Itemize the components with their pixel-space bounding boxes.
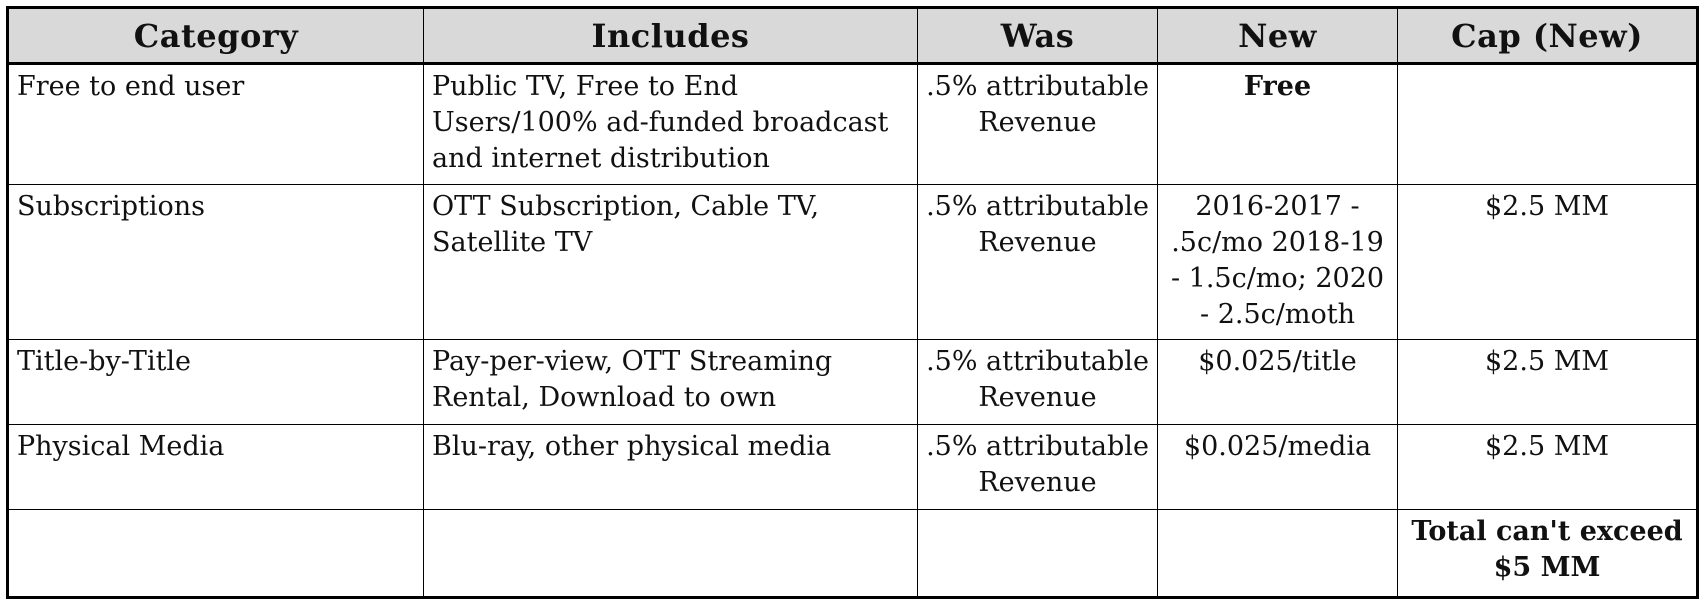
header-new: New (1157, 7, 1398, 65)
table-row: Title-by-Title Pay-per-view, OTT Streami… (7, 339, 1698, 425)
total-cap-text: Total can't exceed $5 MM (1411, 516, 1683, 583)
table-row: Free to end user Public TV, Free to End … (7, 63, 1698, 185)
cell-category: Physical Media (7, 424, 424, 510)
header-was: Was (917, 7, 1158, 65)
cell-cap-total: Total can't exceed $5 MM (1397, 509, 1698, 598)
cell-category: Title-by-Title (7, 339, 424, 425)
cell-new: Free (1157, 63, 1398, 185)
cell-category (7, 509, 424, 598)
cell-new (1157, 509, 1398, 598)
cell-cap (1397, 63, 1698, 185)
cell-was: .5% attributable Revenue (917, 339, 1158, 425)
cell-new: 2016-2017 - .5c/mo 2018-19 - 1.5c/mo; 20… (1157, 184, 1398, 340)
cell-new-text: Free (1243, 71, 1312, 102)
cell-includes (423, 509, 918, 598)
cell-category: Subscriptions (7, 184, 424, 340)
header-cap-new: Cap (New) (1397, 7, 1698, 65)
cell-category: Free to end user (7, 63, 424, 185)
cell-includes: Blu-ray, other physical media (423, 424, 918, 510)
cell-cap: $2.5 MM (1397, 184, 1698, 340)
table-row: Physical Media Blu-ray, other physical m… (7, 424, 1698, 510)
cell-was: .5% attributable Revenue (917, 424, 1158, 510)
cell-was (917, 509, 1158, 598)
header-category: Category (7, 7, 424, 65)
fee-table: Category Includes Was New Cap (New) Free… (6, 6, 1699, 599)
cell-includes: Public TV, Free to End Users/100% ad-fun… (423, 63, 918, 185)
cell-cap: $2.5 MM (1397, 339, 1698, 425)
table-row-total: Total can't exceed $5 MM (7, 509, 1698, 598)
header-includes: Includes (423, 7, 918, 65)
cell-new: $0.025/title (1157, 339, 1398, 425)
cell-includes: Pay-per-view, OTT Streaming Rental, Down… (423, 339, 918, 425)
header-row: Category Includes Was New Cap (New) (7, 7, 1698, 65)
cell-new: $0.025/media (1157, 424, 1398, 510)
cell-was: .5% attributable Revenue (917, 63, 1158, 185)
fee-table-container: Category Includes Was New Cap (New) Free… (6, 6, 1699, 599)
cell-includes: OTT Subscription, Cable TV, Satellite TV (423, 184, 918, 340)
cell-was: .5% attributable Revenue (917, 184, 1158, 340)
table-row: Subscriptions OTT Subscription, Cable TV… (7, 184, 1698, 340)
cell-cap: $2.5 MM (1397, 424, 1698, 510)
